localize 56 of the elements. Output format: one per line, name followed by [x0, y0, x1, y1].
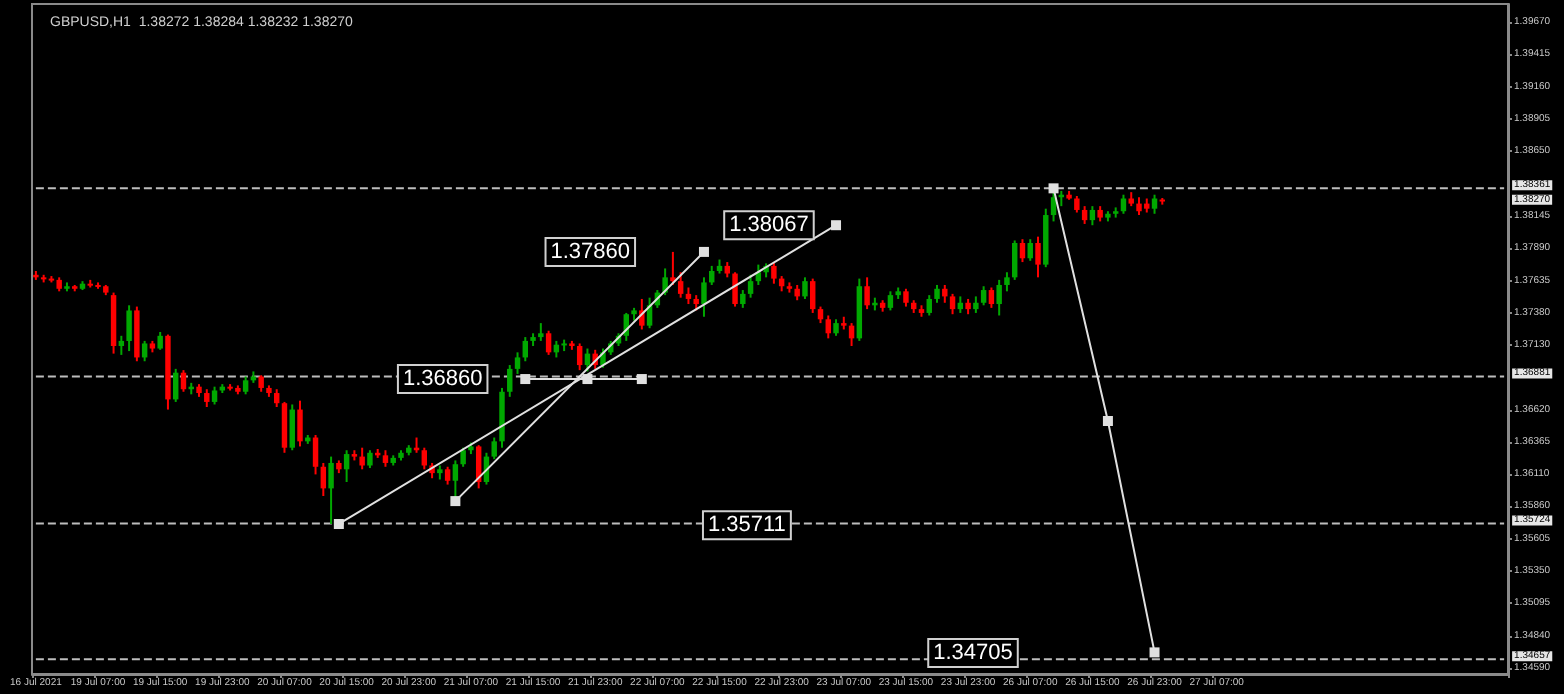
- candlestick: [507, 364, 513, 398]
- candlestick: [988, 286, 995, 309]
- candlestick: [514, 351, 521, 375]
- candlestick: [359, 446, 365, 471]
- candlestick: [1089, 205, 1096, 227]
- candlestick: [662, 267, 668, 297]
- candlestick: [328, 455, 334, 525]
- candlestick: [810, 277, 816, 314]
- point: [831, 220, 842, 231]
- point: [698, 246, 709, 257]
- candlestick: [141, 339, 148, 363]
- point: [333, 518, 344, 529]
- candlestick: [864, 276, 870, 311]
- candlestick: [289, 403, 295, 452]
- candlestick: [576, 342, 583, 372]
- point: [450, 496, 461, 507]
- candlestick: [1019, 238, 1026, 264]
- candlestick: [677, 271, 684, 299]
- point: [636, 374, 647, 385]
- candlestick: [887, 290, 894, 312]
- candlestick: [802, 276, 808, 300]
- candlestick: [980, 285, 987, 307]
- candlestick: [1151, 193, 1158, 215]
- annotation: 1.37860: [550, 239, 631, 264]
- candlestick: [771, 261, 777, 285]
- candlestick: [996, 278, 1002, 317]
- annotation: 1.38067: [729, 213, 809, 238]
- candlestick: [701, 276, 707, 318]
- point: [1102, 416, 1113, 426]
- candlestick: [825, 314, 831, 340]
- point: [520, 374, 531, 385]
- candlestick: [1011, 239, 1018, 281]
- candlestick: [312, 433, 319, 476]
- candlestick: [926, 294, 932, 317]
- candlestick: [747, 273, 754, 299]
- annotation: 1.34705: [933, 641, 1013, 666]
- candlestick: [1027, 238, 1033, 262]
- annotation: 1.35711: [707, 513, 786, 538]
- point: [582, 374, 593, 385]
- candlestick: [670, 250, 676, 286]
- candlestick: [545, 329, 552, 356]
- candlestick: [173, 367, 179, 403]
- candlestick: [421, 446, 428, 471]
- candlestick: [281, 400, 288, 454]
- candlestick: [126, 304, 132, 353]
- candlestick: [491, 436, 497, 461]
- candlestick: [949, 292, 956, 316]
- candlestick: [297, 399, 303, 448]
- candlestick: [1004, 271, 1010, 293]
- point: [1048, 183, 1059, 194]
- candlestick: [1035, 235, 1041, 279]
- point: [1149, 647, 1160, 658]
- annotation: 1.36860: [402, 367, 483, 392]
- candlestick: [732, 271, 738, 308]
- candlestick: [134, 305, 140, 363]
- candlestick: [343, 449, 350, 484]
